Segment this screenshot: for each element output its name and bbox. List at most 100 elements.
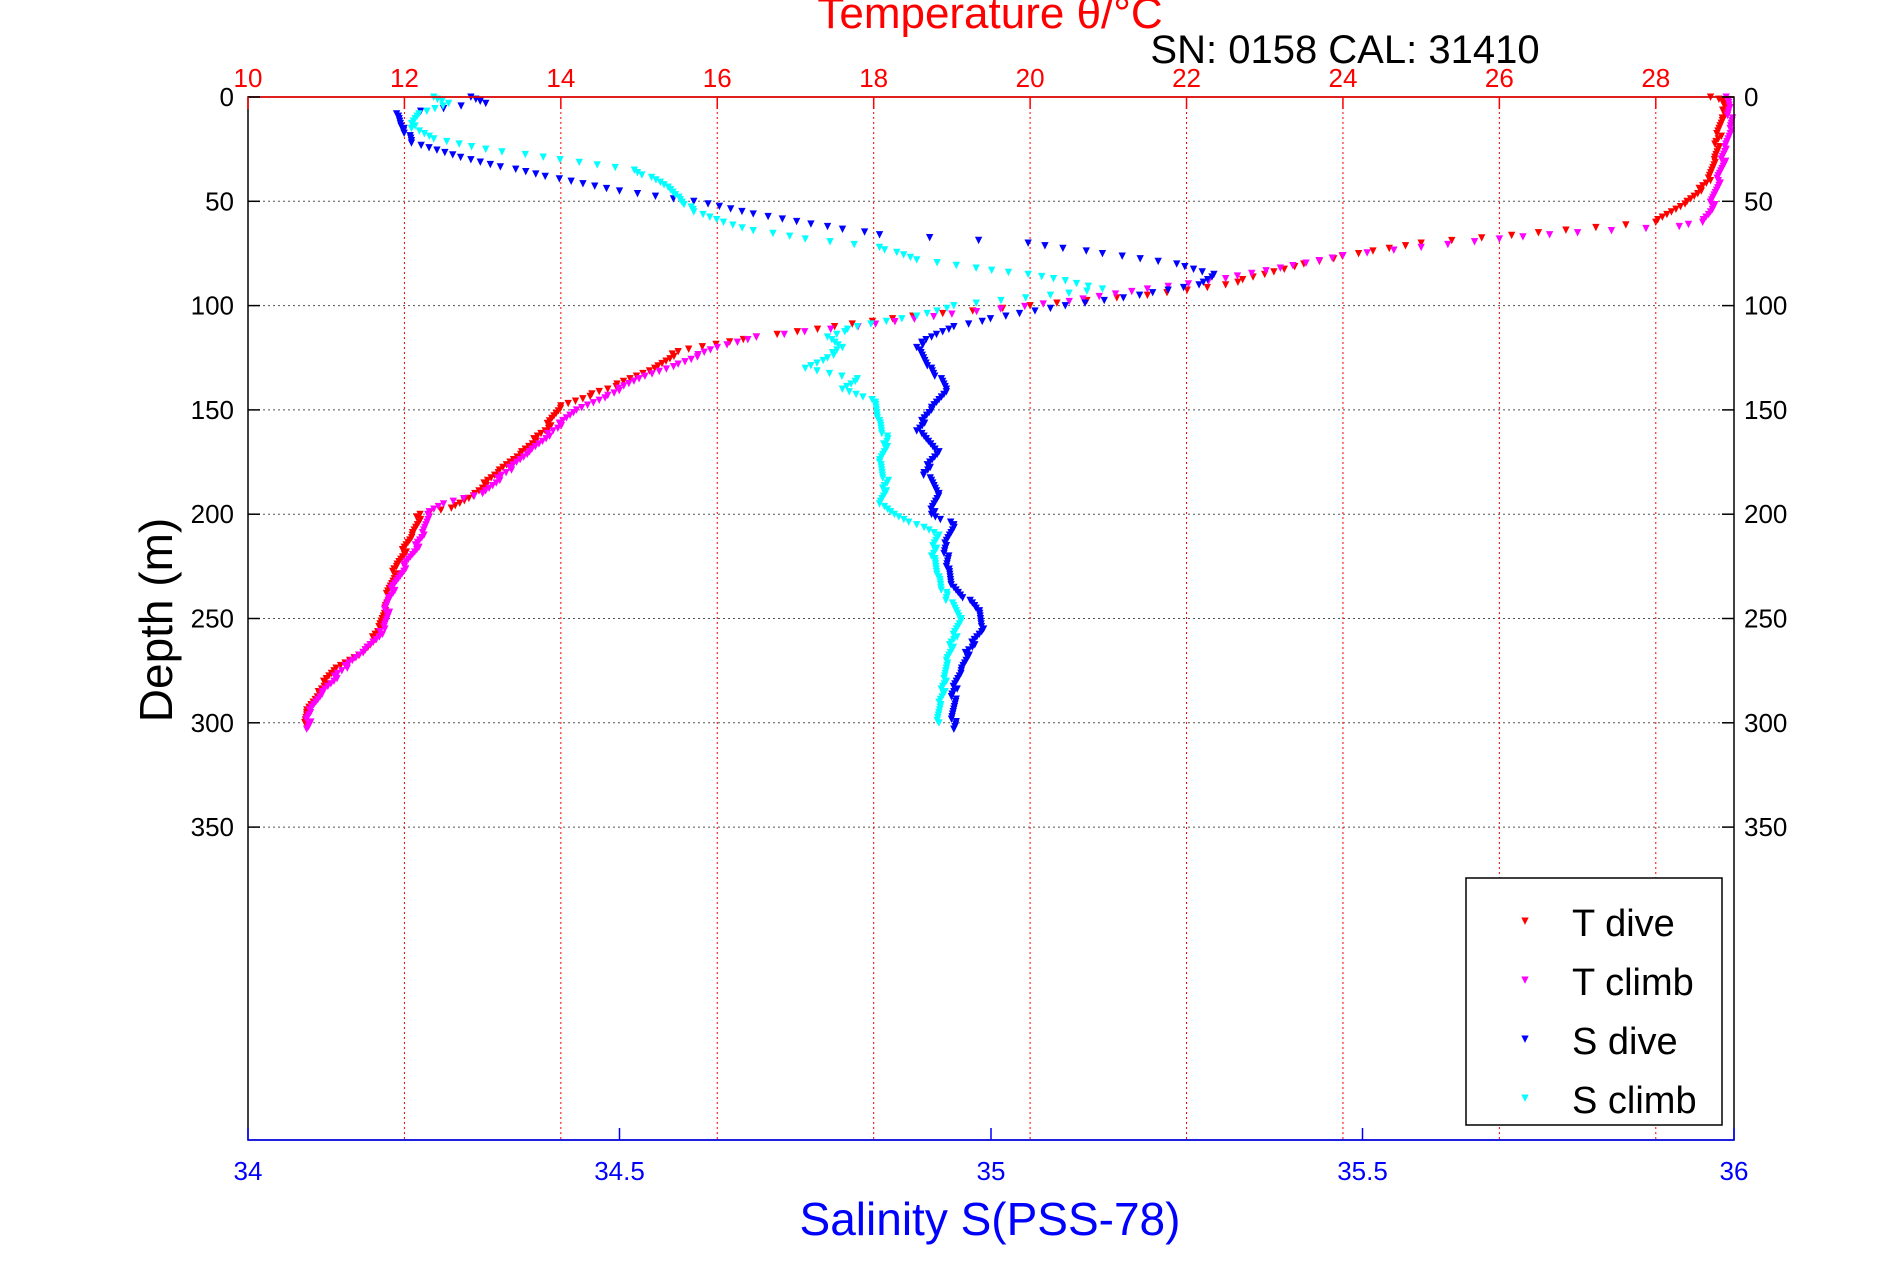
data-point-s-climb <box>838 372 846 380</box>
data-point-s-climb <box>825 369 834 378</box>
depth-tick-label-right: 350 <box>1744 812 1787 842</box>
data-point-s-dive <box>1154 257 1162 266</box>
data-point-s-climb <box>482 145 490 154</box>
data-point-s-climb <box>638 171 646 179</box>
data-point-t-climb <box>1021 302 1029 311</box>
data-point-s-climb <box>813 367 821 375</box>
data-point-t-climb <box>601 394 609 402</box>
data-point-s-climb <box>1022 294 1030 302</box>
data-point-s-climb <box>769 229 777 238</box>
depth-tick-label-right: 50 <box>1744 186 1773 216</box>
data-point-s-climb <box>786 232 794 240</box>
data-point-s-dive <box>936 515 945 524</box>
data-point-t-climb <box>1111 290 1120 298</box>
data-point-t-climb <box>1363 249 1371 257</box>
data-point-s-climb <box>801 364 809 373</box>
data-point-t-climb <box>997 305 1005 313</box>
data-point-s-dive <box>931 372 939 380</box>
data-point-s-climb <box>826 238 834 246</box>
data-point-s-dive <box>726 205 735 213</box>
depth-tick-label-left: 100 <box>191 291 234 321</box>
data-point-t-climb <box>641 372 649 381</box>
data-point-s-climb <box>923 309 931 318</box>
data-point-s-dive <box>1081 299 1089 307</box>
data-point-s-climb <box>875 243 884 252</box>
data-point-s-dive <box>512 165 520 173</box>
data-point-s-dive <box>456 153 465 162</box>
data-point-t-dive <box>579 395 587 403</box>
data-point-t-dive <box>1270 268 1278 276</box>
data-point-s-climb <box>521 150 529 159</box>
data-point-t-climb <box>1289 262 1297 270</box>
data-point-s-dive <box>927 333 936 341</box>
data-point-s-climb <box>913 256 921 264</box>
data-point-t-climb <box>1675 222 1683 231</box>
data-point-t-climb <box>470 492 478 500</box>
data-point-s-dive <box>467 156 475 164</box>
data-point-s-dive <box>950 322 958 331</box>
data-point-s-dive <box>919 341 927 349</box>
data-point-s-dive <box>1061 302 1069 310</box>
data-point-t-climb <box>655 367 663 376</box>
data-point-t-dive <box>1234 278 1242 287</box>
data-point-s-dive <box>496 163 505 171</box>
data-point-s-climb <box>729 221 737 229</box>
data-point-s-climb <box>1049 274 1058 283</box>
data-layer <box>301 93 1737 733</box>
data-point-s-dive <box>522 168 530 176</box>
data-point-s-climb <box>593 161 601 169</box>
data-point-t-climb <box>615 387 623 395</box>
data-point-s-dive <box>838 225 847 233</box>
data-point-s-dive <box>1136 255 1144 263</box>
data-point-s-climb <box>879 474 887 482</box>
data-point-t-climb <box>700 348 708 356</box>
salinity-tick-label: 34.5 <box>594 1156 645 1186</box>
data-point-t-dive <box>813 325 822 333</box>
data-point-t-dive <box>595 387 603 396</box>
data-point-t-climb <box>706 346 715 354</box>
data-point-t-climb <box>578 403 586 412</box>
data-point-s-dive <box>591 182 599 190</box>
temperature-tick-label: 26 <box>1485 63 1514 93</box>
data-point-s-climb <box>950 302 958 310</box>
data-point-s-dive <box>913 427 921 435</box>
data-point-t-dive <box>674 347 682 356</box>
data-point-t-dive <box>1280 265 1288 273</box>
data-point-s-dive <box>875 231 884 239</box>
data-point-s-dive <box>633 189 642 198</box>
salinity-tick-label: 36 <box>1720 1156 1749 1186</box>
data-point-t-climb <box>1143 285 1152 293</box>
chart-title: Temperature θ/°C <box>817 0 1162 38</box>
depth-tick-label-right: 250 <box>1744 604 1787 634</box>
data-point-s-dive <box>964 320 973 328</box>
data-point-t-climb <box>478 489 487 498</box>
data-point-s-climb <box>1072 279 1081 288</box>
data-point-s-dive <box>958 594 967 602</box>
data-point-t-climb <box>1684 220 1693 229</box>
data-point-t-climb <box>620 382 628 390</box>
legend-item-t-climb: T climb <box>1521 962 1694 1004</box>
data-point-s-climb <box>935 719 943 727</box>
data-point-s-dive <box>986 315 995 323</box>
data-point-s-climb <box>749 227 757 235</box>
data-point-s-dive <box>1135 291 1144 300</box>
data-point-s-dive <box>690 197 698 206</box>
grid-layer <box>248 97 1734 1140</box>
data-point-s-climb <box>430 135 438 143</box>
depth-tick-label-left: 200 <box>191 499 234 529</box>
salinity-tick-label: 34 <box>234 1156 263 1186</box>
data-point-s-climb <box>952 261 961 270</box>
data-point-s-climb <box>997 296 1005 305</box>
data-point-s-dive <box>792 217 801 226</box>
data-point-t-climb <box>1039 300 1047 308</box>
data-point-s-dive <box>486 160 495 169</box>
data-point-s-climb <box>443 137 451 146</box>
data-point-t-dive <box>1562 226 1570 234</box>
data-point-s-dive <box>978 317 986 326</box>
legend-marker <box>1521 976 1529 984</box>
data-point-t-dive <box>1354 249 1363 258</box>
data-point-t-climb <box>302 725 311 733</box>
depth-tick-label-left: 0 <box>220 82 234 112</box>
data-point-t-dive <box>1652 218 1660 227</box>
temperature-tick-label: 20 <box>1016 63 1045 93</box>
